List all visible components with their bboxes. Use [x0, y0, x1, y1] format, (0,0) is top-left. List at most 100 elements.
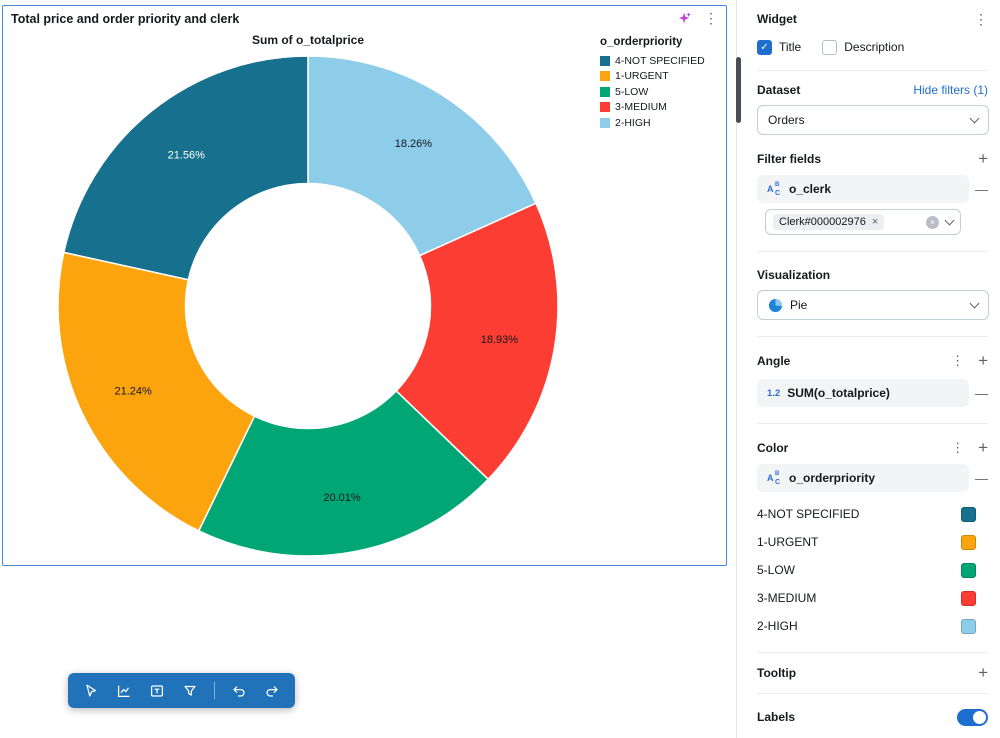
filter-fields-label: Filter fields [757, 152, 822, 166]
slice-label: 20.01% [323, 492, 361, 504]
angle-menu-icon[interactable]: ⋮ [951, 353, 965, 368]
pie-slice-4-not-specified[interactable] [62, 55, 309, 281]
color-swatch[interactable] [961, 506, 976, 522]
visualization-selected-value: Pie [790, 298, 808, 312]
divider [757, 70, 988, 71]
clear-filter-icon[interactable]: × [926, 215, 939, 229]
widget-title: Total price and order priority and clerk [11, 12, 240, 26]
filter-field-name: o_clerk [789, 182, 832, 196]
legend-swatch [600, 55, 610, 66]
color-swatch[interactable] [961, 618, 976, 634]
add-tooltip-icon[interactable]: + [978, 663, 988, 682]
toolbar-text-box-button[interactable] [148, 682, 166, 700]
slice-label: 21.24% [115, 386, 153, 398]
chevron-down-icon [969, 298, 980, 309]
angle-field-chip[interactable]: 1.2 SUM(o_totalprice) [757, 379, 969, 407]
color-items: 4-NOT SPECIFIED 1-URGENT 5-LOW 3-MEDIUM 2-HI… [757, 500, 988, 640]
description-checkbox[interactable] [822, 39, 838, 55]
donut-chart: 18.26% 18.93% 20.01% 21.24% 21.56% [57, 55, 559, 557]
numeric-field-icon: 1.2 [767, 387, 781, 399]
legend-swatch [600, 71, 610, 82]
add-angle-icon[interactable]: + [978, 351, 988, 370]
pie-chart-icon [768, 298, 783, 312]
toolbar-redo-button[interactable] [263, 682, 281, 700]
legend-item[interactable]: 3-MEDIUM [600, 100, 730, 116]
legend-item-label: 1-URGENT [615, 70, 669, 83]
chevron-down-icon [969, 113, 980, 124]
pie-slice-5-low[interactable] [197, 389, 490, 557]
add-filter-field-icon[interactable]: + [978, 149, 988, 168]
legend-item-label: 5-LOW [615, 85, 649, 98]
toolbar-separator [214, 682, 215, 699]
legend-swatch [600, 86, 610, 97]
pie-slice-2-high[interactable] [307, 55, 537, 257]
toolbar-undo-button[interactable] [230, 682, 248, 700]
filter-value-tag: Clerk#000002976 × [773, 214, 885, 230]
widget-section-menu-icon[interactable]: ⋮ [974, 11, 988, 27]
widget-section-title: Widget [757, 12, 797, 26]
color-swatch[interactable] [961, 562, 976, 578]
legend-swatch [600, 102, 610, 113]
divider [757, 251, 988, 252]
toolbar-line-chart-button[interactable] [115, 682, 133, 700]
toolbar-filter-button[interactable] [181, 682, 199, 700]
color-menu-icon[interactable]: ⋮ [951, 440, 965, 455]
edit-toolbar [68, 673, 295, 708]
remove-filter-value-icon[interactable]: × [871, 216, 879, 228]
toolbar-pointer-button[interactable] [82, 682, 100, 700]
color-item-label: 5-LOW [757, 563, 796, 577]
color-item-row: 5-LOW [757, 556, 988, 584]
dataset-selected-value: Orders [768, 113, 805, 127]
slice-label: 18.26% [395, 138, 433, 150]
filter-value-text: Clerk#000002976 [779, 216, 866, 228]
legend-item[interactable]: 1-URGENT [600, 69, 730, 85]
visualization-select[interactable]: Pie [757, 290, 989, 320]
legend-item[interactable]: 2-HIGH [600, 115, 730, 131]
legend-item[interactable]: 4-NOT SPECIFIED [600, 53, 730, 69]
angle-label: Angle [757, 354, 791, 368]
divider [757, 652, 988, 653]
color-item-row: 2-HIGH [757, 612, 988, 640]
ai-sparkle-icon[interactable] [678, 11, 692, 25]
title-checkbox[interactable]: ✓ [757, 39, 772, 55]
pie-slice-3-medium[interactable] [395, 202, 559, 481]
divider [757, 336, 988, 337]
visualization-label: Visualization [757, 268, 831, 282]
color-item-row: 3-MEDIUM [757, 584, 988, 612]
pie-slice-1-urgent[interactable] [57, 251, 256, 532]
labels-toggle[interactable] [957, 708, 988, 726]
remove-filter-field-icon[interactable]: — [975, 181, 988, 197]
legend-swatch [600, 117, 610, 128]
dataset-select[interactable]: Orders [757, 105, 989, 135]
color-item-row: 1-URGENT [757, 528, 988, 556]
color-item-label: 1-URGENT [757, 535, 819, 549]
chevron-down-icon [944, 215, 955, 226]
settings-panel: Widget ⋮ ✓ Title Description Dataset Hid… [736, 0, 1000, 738]
remove-angle-field-icon[interactable]: — [975, 385, 988, 401]
color-item-row: 4-NOT SPECIFIED [757, 500, 988, 528]
widget-menu-icon[interactable]: ⋮ [704, 10, 718, 26]
color-item-label: 3-MEDIUM [757, 591, 817, 605]
panel-scrollbar[interactable] [736, 57, 741, 123]
legend-item[interactable]: 5-LOW [600, 84, 730, 100]
tooltip-label: Tooltip [757, 666, 797, 680]
legend-item-label: 3-MEDIUM [615, 101, 667, 114]
legend: o_orderpriority 4-NOT SPECIFIED 1-URGENT 5… [600, 36, 730, 131]
color-swatch[interactable] [961, 590, 976, 606]
slice-label: 21.56% [168, 150, 206, 162]
add-color-icon[interactable]: + [978, 438, 988, 457]
legend-item-label: 4-NOT SPECIFIED [615, 54, 705, 67]
hide-filters-link[interactable]: Hide filters (1) [913, 83, 988, 97]
color-swatch[interactable] [961, 534, 976, 550]
chart-widget: Total price and order priority and clerk… [2, 5, 727, 566]
slice-label: 18.93% [481, 334, 519, 346]
remove-color-field-icon[interactable]: — [975, 470, 988, 486]
filter-value-control[interactable]: Clerk#000002976 × × [765, 209, 961, 235]
legend-title: o_orderpriority [600, 36, 683, 48]
angle-field-name: SUM(o_totalprice) [787, 386, 890, 400]
